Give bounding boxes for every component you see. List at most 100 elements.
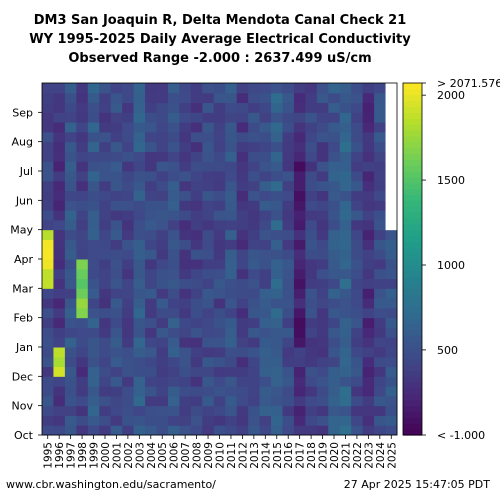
- heat-cell: [190, 395, 203, 407]
- x-tick-label: 1996: [54, 442, 66, 469]
- heat-cell: [374, 307, 387, 319]
- heat-cell: [202, 268, 215, 280]
- heat-cell: [362, 327, 375, 338]
- heat-cell: [156, 219, 169, 231]
- heat-cell: [316, 122, 329, 133]
- heat-cell: [351, 327, 364, 338]
- heat-cell: [362, 229, 375, 240]
- x-tick-label: 2002: [123, 442, 135, 469]
- heat-cell: [133, 239, 146, 250]
- heat-cell: [213, 151, 226, 162]
- heat-cell: [259, 190, 272, 201]
- colorbar-tick-label: 1000: [437, 259, 465, 272]
- heat-cell: [213, 210, 226, 221]
- heat-cell: [42, 249, 54, 260]
- heat-cell: [316, 288, 329, 299]
- heat-cell: [225, 278, 238, 289]
- heat-cell: [385, 395, 398, 407]
- x-tick-label: 2023: [363, 442, 375, 469]
- heat-cell: [179, 92, 192, 104]
- colorbar-segment: [403, 358, 422, 366]
- heat-cell: [202, 425, 215, 436]
- heat-cell: [225, 131, 238, 143]
- colorbar-segment: [403, 335, 422, 342]
- heat-cell: [64, 366, 77, 377]
- colorbar-segment: [403, 206, 422, 213]
- heat-cell: [316, 307, 329, 319]
- heat-cell: [133, 347, 146, 358]
- heat-cell: [42, 425, 54, 436]
- colorbar-segment: [403, 276, 422, 284]
- heat-cell: [110, 327, 123, 338]
- heat-cell: [225, 415, 238, 426]
- heat-cell: [110, 200, 123, 211]
- heat-cell: [293, 337, 306, 348]
- heat-cell: [316, 151, 329, 162]
- heat-cell: [53, 229, 66, 240]
- heat-cell: [202, 112, 215, 123]
- heat-cell: [145, 366, 158, 377]
- heat-cell: [179, 180, 192, 192]
- heat-cell: [225, 307, 238, 319]
- heat-cell: [213, 229, 226, 240]
- heat-cell: [167, 210, 180, 221]
- heat-cell: [156, 415, 169, 426]
- heat-cell: [374, 102, 387, 113]
- heat-cell: [351, 425, 364, 436]
- heat-cell: [122, 141, 135, 152]
- heat-cell: [202, 317, 215, 328]
- heat-cell: [316, 102, 329, 113]
- heat-cell: [293, 122, 306, 133]
- heat-cell: [42, 356, 54, 368]
- heat-cell: [42, 347, 54, 358]
- heat-cell: [259, 278, 272, 289]
- heat-cell: [282, 366, 295, 377]
- heat-cell: [76, 376, 89, 387]
- heat-cell: [225, 395, 238, 407]
- heat-cell: [385, 347, 398, 358]
- heat-cell: [385, 278, 398, 289]
- heat-cell: [351, 366, 364, 377]
- heat-cell: [99, 180, 112, 192]
- heat-cell: [202, 347, 215, 358]
- heat-cell: [110, 151, 123, 162]
- heat-cell: [248, 337, 261, 348]
- colorbar-segment: [403, 182, 422, 190]
- heat-cell: [374, 259, 387, 270]
- heat-cell: [99, 171, 112, 182]
- heat-cell: [293, 278, 306, 289]
- heat-cell: [179, 161, 192, 172]
- heat-cell: [179, 131, 192, 143]
- heat-cell: [362, 425, 375, 436]
- heat-cell: [305, 386, 318, 397]
- heat-cell: [236, 239, 249, 250]
- heat-cell: [385, 327, 398, 338]
- heat-cell: [110, 229, 123, 240]
- heat-cell: [248, 180, 261, 192]
- heat-cell: [248, 171, 261, 182]
- heat-cell: [53, 171, 66, 182]
- heat-cell: [145, 180, 158, 192]
- heat-cell: [167, 83, 180, 94]
- heat-cell: [362, 278, 375, 289]
- heat-cell: [213, 102, 226, 113]
- colorbar-frame: [402, 82, 423, 436]
- heat-cell: [145, 239, 158, 250]
- heat-cell: [179, 171, 192, 182]
- heat-cell: [293, 298, 306, 309]
- heat-cell: [202, 298, 215, 309]
- heat-cell: [385, 229, 398, 240]
- heat-cell: [213, 112, 226, 123]
- heat-cell: [202, 356, 215, 368]
- heat-cell: [316, 278, 329, 289]
- colorbar-segment: [403, 200, 422, 207]
- y-tick-label: Jun: [15, 194, 33, 207]
- heat-cell: [305, 366, 318, 377]
- heat-cell: [133, 171, 146, 182]
- heat-cell: [259, 210, 272, 221]
- heat-cell: [167, 219, 180, 231]
- heat-cell: [110, 83, 123, 94]
- heat-cell: [167, 356, 180, 368]
- heat-cell: [339, 131, 352, 143]
- colorbar-segment: [403, 235, 422, 242]
